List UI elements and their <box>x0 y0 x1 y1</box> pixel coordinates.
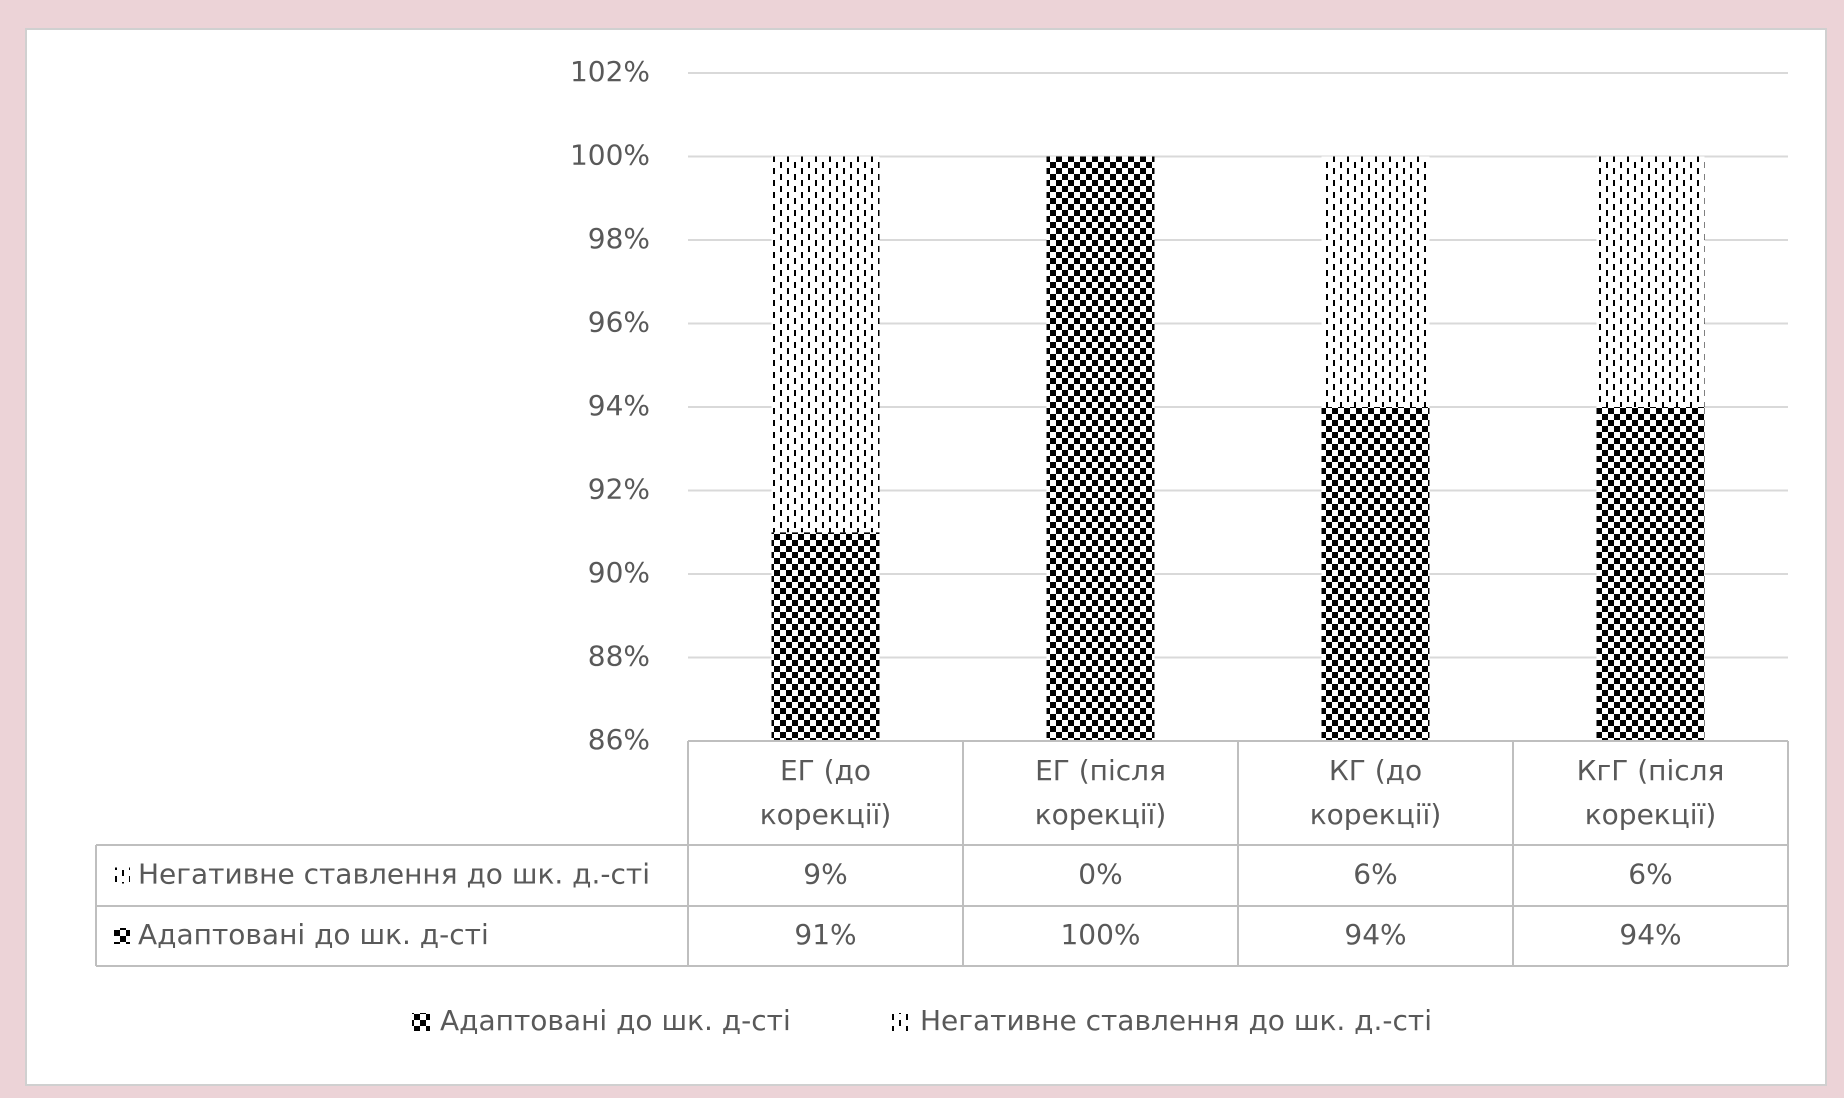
data-table-value: 9% <box>803 858 847 891</box>
x-tick-label: ЕГ (після корекції) <box>1034 754 1167 831</box>
y-tick-label: 96% <box>588 306 650 339</box>
data-table-value: 0% <box>1078 858 1122 891</box>
bar-segment <box>1321 156 1430 407</box>
y-tick-label: 88% <box>588 640 650 673</box>
y-tick-label: 86% <box>588 723 650 756</box>
legend-key <box>114 867 130 884</box>
x-tick-label: КгГ (після корекції) <box>1576 754 1725 831</box>
row-label: Адаптовані до шк. д-сті <box>138 918 489 951</box>
legend-key <box>412 1013 430 1031</box>
bar-segment <box>1596 407 1705 741</box>
chart-frame <box>25 28 1827 1086</box>
data-table-value: 91% <box>794 918 856 951</box>
x-tick-label: ЕГ (до корекції) <box>759 754 892 831</box>
data-table-value: 94% <box>1344 918 1406 951</box>
legend-key <box>892 1013 910 1031</box>
data-table-value: 6% <box>1628 858 1672 891</box>
y-tick-label: 102% <box>570 55 650 88</box>
bars <box>771 156 1705 741</box>
y-tick-label: 100% <box>570 139 650 172</box>
legend-label: Адаптовані до шк. д-сті <box>440 1004 791 1037</box>
y-tick-label: 98% <box>588 222 650 255</box>
bar-segment <box>771 532 880 741</box>
data-table-value: 100% <box>1060 918 1140 951</box>
y-tick-label: 90% <box>588 556 650 589</box>
y-tick-label: 94% <box>588 389 650 422</box>
data-table-value: 6% <box>1353 858 1397 891</box>
legend-key <box>114 928 130 944</box>
bar-segment <box>1046 156 1155 741</box>
row-label: Негативне ставлення до шк. д.-сті <box>138 858 650 891</box>
bar-segment <box>1321 407 1430 741</box>
data-table-value: 94% <box>1619 918 1681 951</box>
legend-label: Негативне ставлення до шк. д.-сті <box>920 1004 1432 1037</box>
bar-segment <box>1596 156 1705 407</box>
x-tick-label: КГ (до корекції) <box>1309 754 1442 831</box>
y-tick-label: 92% <box>588 473 650 506</box>
bar-segment <box>771 156 880 533</box>
